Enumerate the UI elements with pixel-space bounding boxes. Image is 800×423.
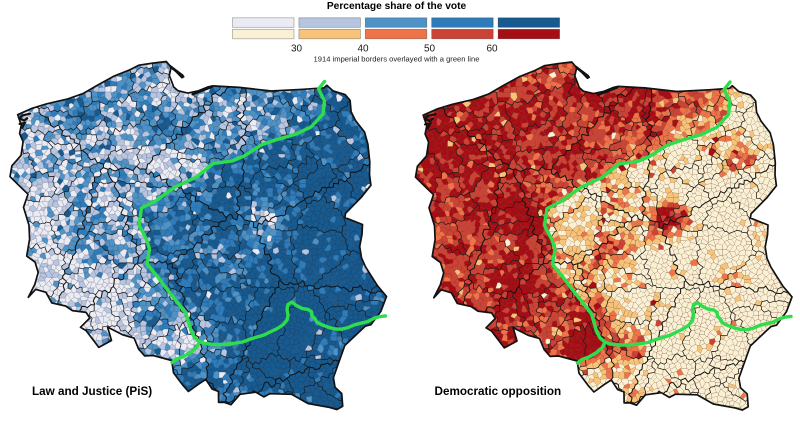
svg-text:Democratic opposition: Democratic opposition <box>435 385 562 398</box>
svg-text:50: 50 <box>424 44 436 55</box>
svg-text:60: 60 <box>486 44 498 55</box>
svg-text:1914 imperial borders overlaye: 1914 imperial borders overlayed with a g… <box>314 54 480 63</box>
svg-text:Percentage share of the vote: Percentage share of the vote <box>327 1 467 12</box>
svg-text:30: 30 <box>291 44 303 55</box>
svg-text:40: 40 <box>357 44 369 55</box>
svg-text:Law and Justice (PiS): Law and Justice (PiS) <box>32 385 152 398</box>
